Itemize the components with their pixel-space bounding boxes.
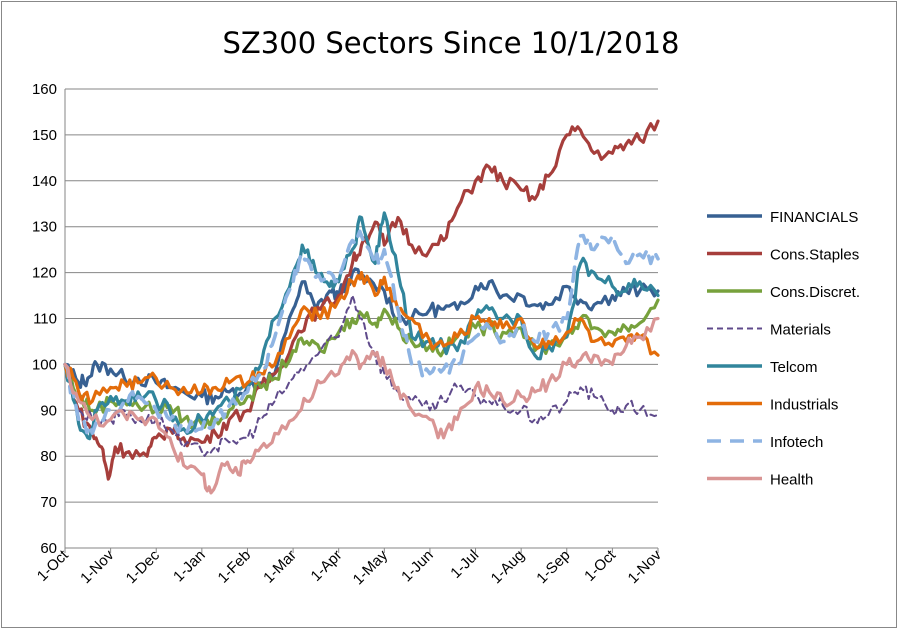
series-line-industrials bbox=[63, 271, 660, 406]
x-tick-label-1-Nov: 1-Nov bbox=[77, 546, 118, 587]
y-tick-label-70: 70 bbox=[40, 494, 57, 511]
legend-label: Cons.Discret. bbox=[770, 284, 860, 301]
series-line-telcom bbox=[63, 211, 660, 441]
y-tick-label-160: 160 bbox=[32, 81, 57, 98]
legend-label: Materials bbox=[770, 322, 831, 339]
series-line-financials bbox=[63, 267, 660, 406]
legend-label: Cons.Staples bbox=[770, 247, 859, 264]
y-tick-label-140: 140 bbox=[32, 173, 57, 190]
x-tick-label-1-Jan: 1-Jan bbox=[170, 547, 209, 586]
y-tick-label-150: 150 bbox=[32, 127, 57, 144]
x-tick-label-1-Mar: 1-Mar bbox=[260, 547, 300, 587]
legend-label: Infotech bbox=[770, 434, 823, 451]
legend-label: FINANCIALS bbox=[770, 209, 858, 226]
x-tick-label-1-Jun: 1-Jun bbox=[398, 547, 437, 586]
chart-title: SZ300 Sectors Since 10/1/2018 bbox=[223, 26, 680, 60]
x-tick-label-1-Jul: 1-Jul bbox=[447, 547, 482, 582]
x-tick-label-1-Nov: 1-Nov bbox=[625, 546, 666, 587]
x-tick-label-1-May: 1-May bbox=[350, 546, 392, 588]
series-line-health bbox=[63, 316, 660, 495]
legend: FINANCIALS Cons.Staples Cons.Discret. Mater… bbox=[707, 209, 860, 489]
x-tick-label-1-Sep: 1-Sep bbox=[533, 547, 573, 587]
y-tick-label-110: 110 bbox=[33, 311, 57, 328]
series-line-materials bbox=[64, 294, 659, 457]
y-tick-label-90: 90 bbox=[40, 402, 57, 419]
y-tick-label-100: 100 bbox=[32, 356, 57, 373]
grid-layer bbox=[65, 88, 658, 503]
y-tick-label-120: 120 bbox=[32, 265, 57, 282]
series-line-cons-staples bbox=[63, 119, 660, 481]
series-layer bbox=[63, 119, 660, 495]
x-tick-label-1-Apr: 1-Apr bbox=[308, 547, 346, 585]
y-tick-label-80: 80 bbox=[40, 448, 57, 465]
x-tick-label-1-Aug: 1-Aug bbox=[488, 547, 528, 587]
y-tick-label-130: 130 bbox=[32, 219, 57, 236]
legend-label: Telcom bbox=[770, 359, 818, 376]
legend-label: Health bbox=[770, 472, 813, 489]
series-line-infotech bbox=[63, 229, 660, 436]
x-tick-label-1-Oct: 1-Oct bbox=[581, 546, 620, 585]
x-tick-label-1-Dec: 1-Dec bbox=[123, 546, 164, 587]
y-tick-label-60: 60 bbox=[40, 540, 57, 557]
legend-label: Industrials bbox=[770, 397, 838, 414]
x-tick-label-1-Feb: 1-Feb bbox=[215, 547, 255, 587]
